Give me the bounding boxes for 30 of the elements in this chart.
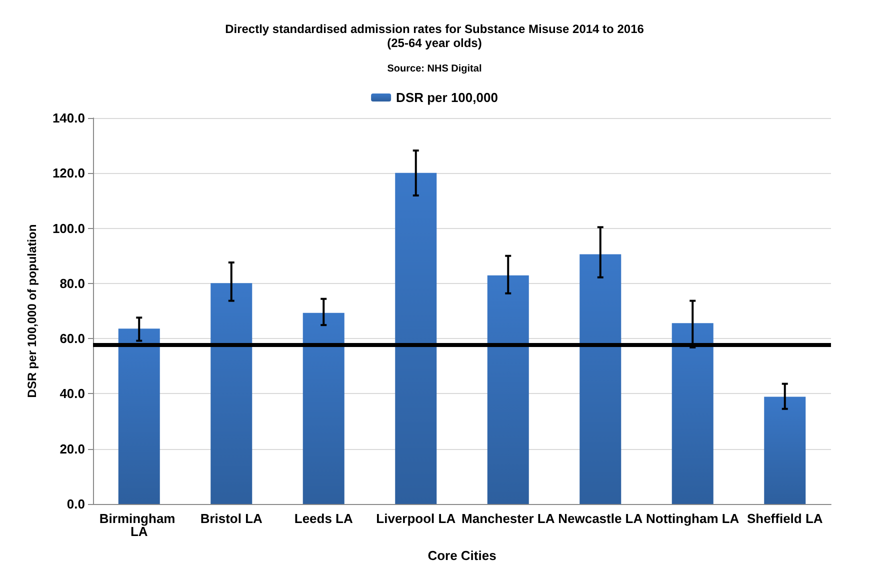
chart-subtitle: (25-64 year olds)	[387, 36, 482, 50]
x-tick-label: Liverpool LA	[376, 511, 456, 526]
y-tick-label: 140.0	[52, 110, 85, 126]
y-tick-label: 80.0	[60, 276, 85, 291]
x-tick-label: Birmingham LA	[99, 511, 179, 539]
bar	[302, 312, 344, 504]
bar	[672, 323, 714, 504]
chart-title: Directly standardised admission rates for Substance Misuse 2014 to 2016	[225, 22, 644, 36]
x-axis-title: Core Cities	[428, 548, 496, 563]
bar	[395, 172, 437, 504]
legend-label: DSR per 100,000	[396, 90, 498, 105]
bar	[764, 396, 806, 504]
y-tick-label: 40.0	[60, 386, 85, 402]
y-tick-label: 100.0	[52, 220, 85, 236]
source-note: Source: NHS Digital	[387, 64, 482, 74]
x-tick-label: Sheffield LA	[746, 511, 824, 526]
y-tick-label: 60.0	[60, 331, 85, 346]
x-tick-label: Nottingham LA	[646, 511, 740, 526]
y-tick-label: 0.0	[66, 496, 85, 512]
bar	[210, 283, 252, 504]
y-tick-label: 20.0	[60, 441, 85, 456]
bar	[580, 254, 622, 504]
y-tick-label: 120.0	[52, 166, 85, 181]
x-tick-label: Manchester LA	[462, 511, 556, 526]
x-tick-label: Leeds LA	[294, 511, 354, 526]
y-axis-title: DSR per 100,000 of population	[25, 224, 39, 398]
bar	[118, 328, 160, 504]
bar	[487, 275, 529, 504]
x-tick-label: Bristol LA	[200, 511, 264, 526]
x-tick-label: Newcastle LA	[558, 511, 644, 526]
